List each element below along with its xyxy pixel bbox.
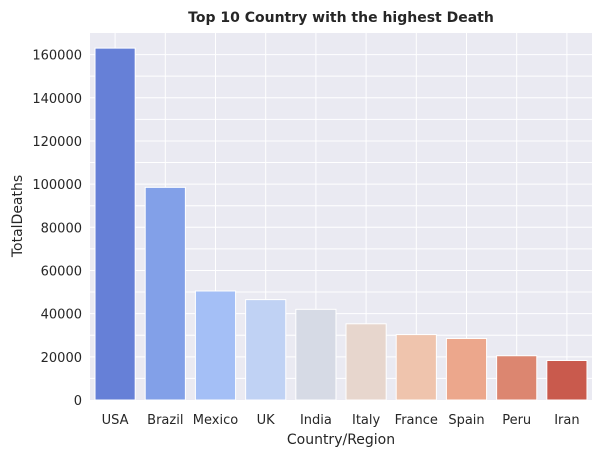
bar-peru bbox=[496, 355, 538, 401]
bar-mexico bbox=[194, 290, 237, 401]
y-tick-label: 120000 bbox=[32, 135, 82, 150]
x-tick-label: Iran bbox=[554, 413, 579, 428]
x-tick-label: Mexico bbox=[193, 413, 238, 428]
x-axis-label: Country/Region bbox=[287, 432, 395, 448]
y-tick-label: 20000 bbox=[41, 351, 82, 366]
bar-italy bbox=[345, 323, 387, 401]
bar-iran bbox=[546, 359, 588, 401]
x-tick-label: France bbox=[395, 413, 438, 428]
bar-usa bbox=[94, 47, 136, 401]
y-tick-label: 40000 bbox=[41, 308, 82, 323]
y-tick-label: 100000 bbox=[32, 178, 82, 193]
x-tick-label: UK bbox=[257, 413, 276, 428]
chart-title: Top 10 Country with the highest Death bbox=[188, 10, 494, 26]
y-axis-label: TotalDeaths bbox=[10, 175, 26, 258]
bar-france bbox=[395, 334, 437, 401]
x-tick-label: Italy bbox=[352, 413, 381, 428]
bar-spain bbox=[445, 337, 488, 401]
y-tick-label: 140000 bbox=[32, 92, 82, 107]
y-tick-label: 160000 bbox=[32, 49, 82, 64]
y-tick-labels: 0 20000 40000 60000 80000 100000 120000 140000 1… bbox=[32, 49, 82, 409]
x-tick-labels: USA Brazil Mexico UK India Italy France Spain Pe… bbox=[102, 413, 580, 428]
x-tick-label: Peru bbox=[502, 413, 531, 428]
y-tick-label: 0 bbox=[74, 394, 82, 409]
x-tick-label: India bbox=[300, 413, 332, 428]
bar-brazil bbox=[144, 186, 186, 401]
x-tick-label: Brazil bbox=[147, 413, 183, 428]
y-tick-label: 60000 bbox=[41, 264, 82, 279]
bar-uk bbox=[245, 299, 287, 401]
x-tick-label: Spain bbox=[448, 413, 484, 428]
bars bbox=[94, 47, 588, 401]
y-tick-label: 80000 bbox=[41, 221, 82, 236]
x-tick-label: USA bbox=[102, 413, 129, 428]
bar-india bbox=[295, 308, 337, 401]
